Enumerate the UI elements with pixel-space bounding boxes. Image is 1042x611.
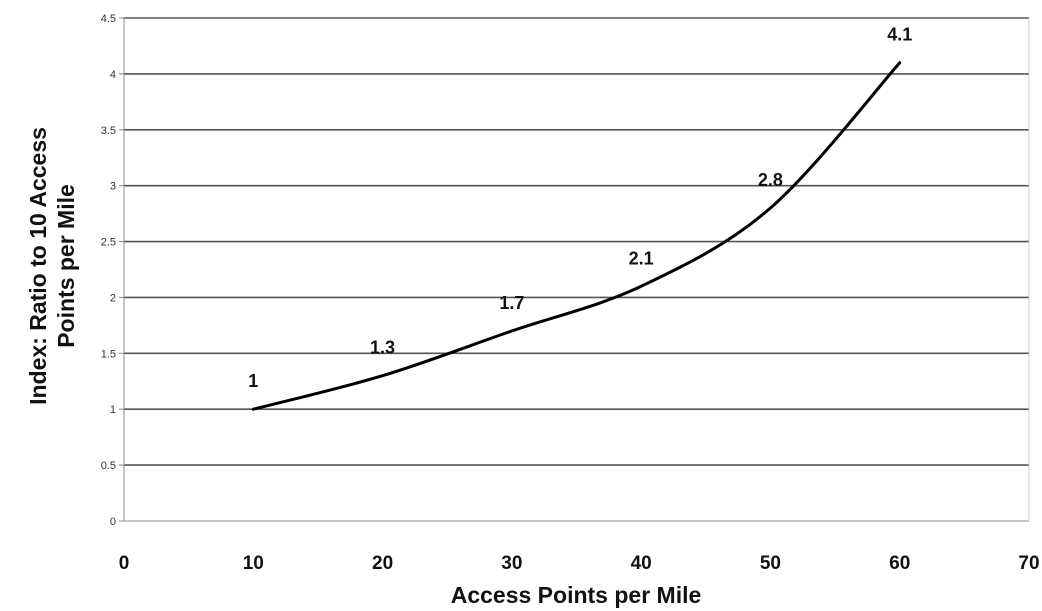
y-tick-label: 2.5 — [101, 237, 116, 249]
y-axis-title-line-2: Points per Mile — [53, 184, 79, 348]
x-tick-label: 30 — [501, 553, 522, 574]
y-axis-title-line-1: Index: Ratio to 10 Access — [25, 127, 51, 405]
y-tick-label: 1.5 — [101, 348, 116, 360]
y-tick-label: 3.5 — [101, 125, 116, 137]
y-tick-label: 1 — [110, 404, 116, 416]
y-tick-label: 0 — [110, 516, 116, 528]
y-tick-label: 3 — [110, 181, 116, 193]
x-tick-labels: 0 10 20 30 40 50 60 70 — [119, 553, 1040, 574]
y-tick-label: 4 — [110, 69, 116, 81]
series-line — [251, 61, 902, 411]
x-tick-label: 40 — [631, 553, 652, 574]
grid-lines — [124, 17, 1029, 466]
x-tick-label: 20 — [372, 553, 393, 574]
y-tick-labels: 0 0.5 1 1.5 2 2.5 3 3.5 4 4.5 — [101, 13, 116, 528]
y-tick-label: 0.5 — [101, 460, 116, 472]
y-tick-label: 4.5 — [101, 13, 116, 25]
x-tick-label: 0 — [119, 553, 130, 574]
y-tick-label: 2 — [110, 292, 116, 304]
data-label: 1.3 — [370, 338, 395, 358]
data-label: 2.8 — [758, 170, 783, 190]
x-tick-label: 70 — [1018, 553, 1039, 574]
x-tick-label: 50 — [760, 553, 781, 574]
series — [251, 61, 902, 411]
data-labels: 1 1.3 1.7 2.1 2.8 4.1 — [248, 25, 912, 392]
data-label: 1.7 — [499, 293, 524, 313]
x-axis-title: Access Points per Mile — [451, 582, 702, 608]
data-label: 1 — [248, 371, 258, 391]
data-label: 2.1 — [629, 248, 654, 268]
data-label: 4.1 — [887, 25, 912, 45]
y-axis-title: Index: Ratio to 10 Access Points per Mil… — [25, 127, 79, 405]
axes — [119, 17, 1030, 522]
x-tick-label: 10 — [243, 553, 264, 574]
x-tick-label: 60 — [889, 553, 910, 574]
